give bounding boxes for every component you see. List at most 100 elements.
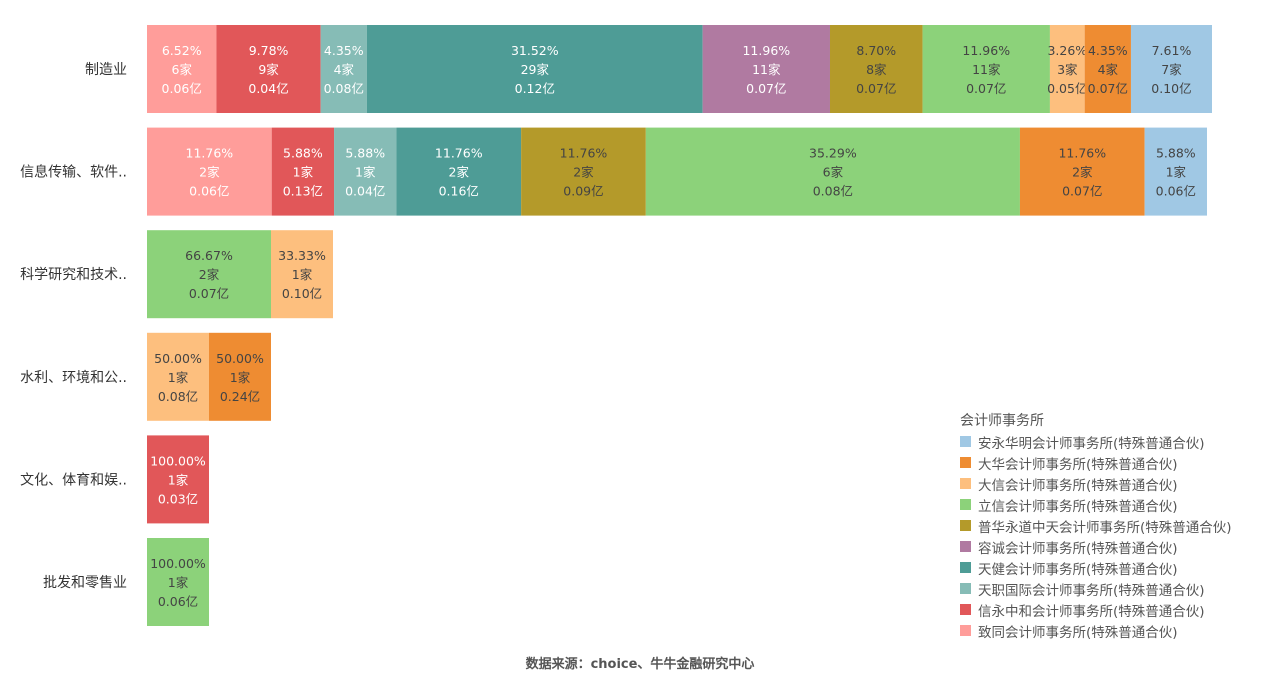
bar-segment-anyong: 7.61% 7家 0.10亿 bbox=[1130, 25, 1212, 113]
segment-amount-label: 0.07亿 bbox=[1088, 81, 1128, 96]
row-label: 制造业 bbox=[85, 62, 127, 78]
segment-count-label: 2家 bbox=[573, 165, 594, 180]
segment-count-label: 9家 bbox=[258, 62, 279, 77]
segment-count-label: 29家 bbox=[521, 62, 550, 77]
segment-amount-label: 0.03亿 bbox=[158, 491, 198, 506]
bar-segment-rect bbox=[147, 538, 209, 626]
segment-amount-label: 0.07亿 bbox=[189, 286, 229, 301]
legend-label: 天健会计师事务所(特殊普通合伙) bbox=[978, 561, 1178, 578]
bar-segment-rect bbox=[1019, 127, 1145, 216]
segment-count-label: 7家 bbox=[1161, 62, 1182, 77]
legend-item-lixin: 立信会计师事务所(特殊普通合伙) bbox=[960, 494, 1278, 515]
bar-segment-rect bbox=[320, 25, 367, 113]
legend-label: 普华永道中天会计师事务所(特殊普通合伙) bbox=[978, 519, 1232, 536]
segment-amount-label: 0.06亿 bbox=[158, 594, 198, 609]
bar-segment-anyong: 5.88% 1家 0.06亿 bbox=[1144, 127, 1207, 216]
segment-amount-label: 0.07亿 bbox=[746, 81, 786, 96]
segment-count-label: 8家 bbox=[866, 62, 887, 77]
segment-amount-label: 0.06亿 bbox=[189, 184, 229, 199]
segment-pct-label: 11.76% bbox=[1058, 146, 1106, 161]
segment-count-label: 1家 bbox=[168, 370, 189, 385]
segment-pct-label: 31.52% bbox=[511, 43, 559, 58]
segment-count-label: 1家 bbox=[293, 165, 314, 180]
bar-segment-tianjian: 31.52% 29家 0.12亿 bbox=[366, 25, 703, 113]
segment-pct-label: 11.76% bbox=[435, 146, 483, 161]
segment-amount-label: 0.07亿 bbox=[856, 81, 896, 96]
segment-amount-label: 0.09亿 bbox=[563, 184, 603, 199]
segment-count-label: 2家 bbox=[199, 165, 220, 180]
segment-amount-label: 0.05亿 bbox=[1047, 81, 1087, 96]
bar-segment-xinyong: 5.88% 1家 0.13亿 bbox=[271, 127, 335, 216]
bar-segment-rect bbox=[1130, 25, 1212, 113]
segment-pct-label: 8.70% bbox=[856, 43, 896, 58]
segment-pct-label: 66.67% bbox=[185, 248, 233, 263]
bar-segment-lixin: 11.96% 11家 0.07亿 bbox=[922, 25, 1050, 113]
segment-pct-label: 35.29% bbox=[809, 146, 857, 161]
row-label: 批发和零售业 bbox=[43, 575, 127, 591]
legend-item-zhitong: 致同会计师事务所(特殊普通合伙) bbox=[960, 620, 1278, 641]
segment-count-label: 1家 bbox=[230, 370, 251, 385]
bar-segment-rect bbox=[396, 127, 522, 216]
legend-swatch bbox=[960, 436, 971, 447]
segment-amount-label: 0.07亿 bbox=[1062, 184, 1102, 199]
segment-pct-label: 100.00% bbox=[150, 453, 206, 468]
legend-label: 大华会计师事务所(特殊普通合伙) bbox=[978, 456, 1178, 473]
legend-swatch bbox=[960, 541, 971, 552]
segment-pct-label: 5.88% bbox=[345, 146, 385, 161]
segment-amount-label: 0.24亿 bbox=[220, 389, 260, 404]
segment-count-label: 2家 bbox=[449, 165, 470, 180]
segment-amount-label: 0.08亿 bbox=[324, 81, 364, 96]
legend-item-anyong: 安永华明会计师事务所(特殊普通合伙) bbox=[960, 431, 1278, 452]
bar-segment-rect bbox=[147, 25, 217, 113]
segment-count-label: 2家 bbox=[1072, 165, 1093, 180]
segment-count-label: 11家 bbox=[752, 62, 781, 77]
segment-pct-label: 11.76% bbox=[186, 146, 234, 161]
bar-segment-rect bbox=[1084, 25, 1131, 113]
bar-segment-rongcheng: 11.96% 11家 0.07亿 bbox=[702, 25, 830, 113]
row-label: 文化、体育和娱.. bbox=[20, 472, 127, 488]
legend-item-tianjian: 天健会计师事务所(特殊普通合伙) bbox=[960, 557, 1278, 578]
bar-segment-rect bbox=[209, 332, 271, 421]
segment-amount-label: 0.07亿 bbox=[966, 81, 1006, 96]
bar-segment-tianzhi: 5.88% 1家 0.04亿 bbox=[334, 127, 397, 216]
bar-segment-rect bbox=[922, 25, 1050, 113]
segment-count-label: 1家 bbox=[168, 472, 189, 487]
segment-pct-label: 11.96% bbox=[962, 43, 1010, 58]
segment-amount-label: 0.12亿 bbox=[515, 81, 555, 96]
bar-segment-lixin: 35.29% 6家 0.08亿 bbox=[645, 127, 1020, 216]
segment-pct-label: 100.00% bbox=[150, 556, 206, 571]
legend-item-daxin: 大信会计师事务所(特殊普通合伙) bbox=[960, 473, 1278, 494]
legend-swatch bbox=[960, 520, 971, 531]
segment-count-label: 4家 bbox=[1098, 62, 1119, 77]
segment-amount-label: 0.13亿 bbox=[283, 184, 323, 199]
bar-segment-dahua: 50.00% 1家 0.24亿 bbox=[209, 332, 271, 421]
segment-count-label: 6家 bbox=[823, 165, 844, 180]
segment-pct-label: 7.61% bbox=[1152, 43, 1192, 58]
bar-segment-rect bbox=[147, 332, 209, 421]
segment-count-label: 11家 bbox=[972, 62, 1001, 77]
bar-segment-xinyong: 9.78% 9家 0.04亿 bbox=[216, 25, 321, 113]
legend-label: 立信会计师事务所(特殊普通合伙) bbox=[978, 498, 1178, 515]
segment-amount-label: 0.06亿 bbox=[1156, 184, 1196, 199]
bar-segment-rect bbox=[1144, 127, 1207, 216]
segment-pct-label: 50.00% bbox=[216, 351, 264, 366]
segment-pct-label: 11.96% bbox=[742, 43, 790, 58]
segment-count-label: 1家 bbox=[292, 267, 313, 282]
legend-label: 信永中和会计师事务所(特殊普通合伙) bbox=[978, 603, 1205, 620]
bar-segment-tianjian: 11.76% 2家 0.16亿 bbox=[396, 127, 522, 216]
legend-item-rongcheng: 容诚会计师事务所(特殊普通合伙) bbox=[960, 536, 1278, 557]
legend-title: 会计师事务所 bbox=[960, 413, 1044, 429]
segment-amount-label: 0.10亿 bbox=[282, 286, 322, 301]
legend-swatch bbox=[960, 478, 971, 489]
bar-segment-daxin: 3.26% 3家 0.05亿 bbox=[1047, 25, 1087, 113]
bar-segment-tianzhi: 4.35% 4家 0.08亿 bbox=[320, 25, 367, 113]
legend-label: 容诚会计师事务所(特殊普通合伙) bbox=[978, 540, 1178, 557]
row-label: 科学研究和技术.. bbox=[20, 267, 127, 283]
source-note: 数据来源：choice、牛牛金融研究中心 bbox=[525, 657, 755, 672]
legend-item-tianzhi: 天职国际会计师事务所(特殊普通合伙) bbox=[960, 578, 1278, 599]
segment-amount-label: 0.08亿 bbox=[813, 184, 853, 199]
bar-segment-rect bbox=[366, 25, 703, 113]
segment-pct-label: 4.35% bbox=[324, 43, 364, 58]
segment-count-label: 1家 bbox=[355, 165, 376, 180]
legend-label: 大信会计师事务所(特殊普通合伙) bbox=[978, 477, 1178, 494]
